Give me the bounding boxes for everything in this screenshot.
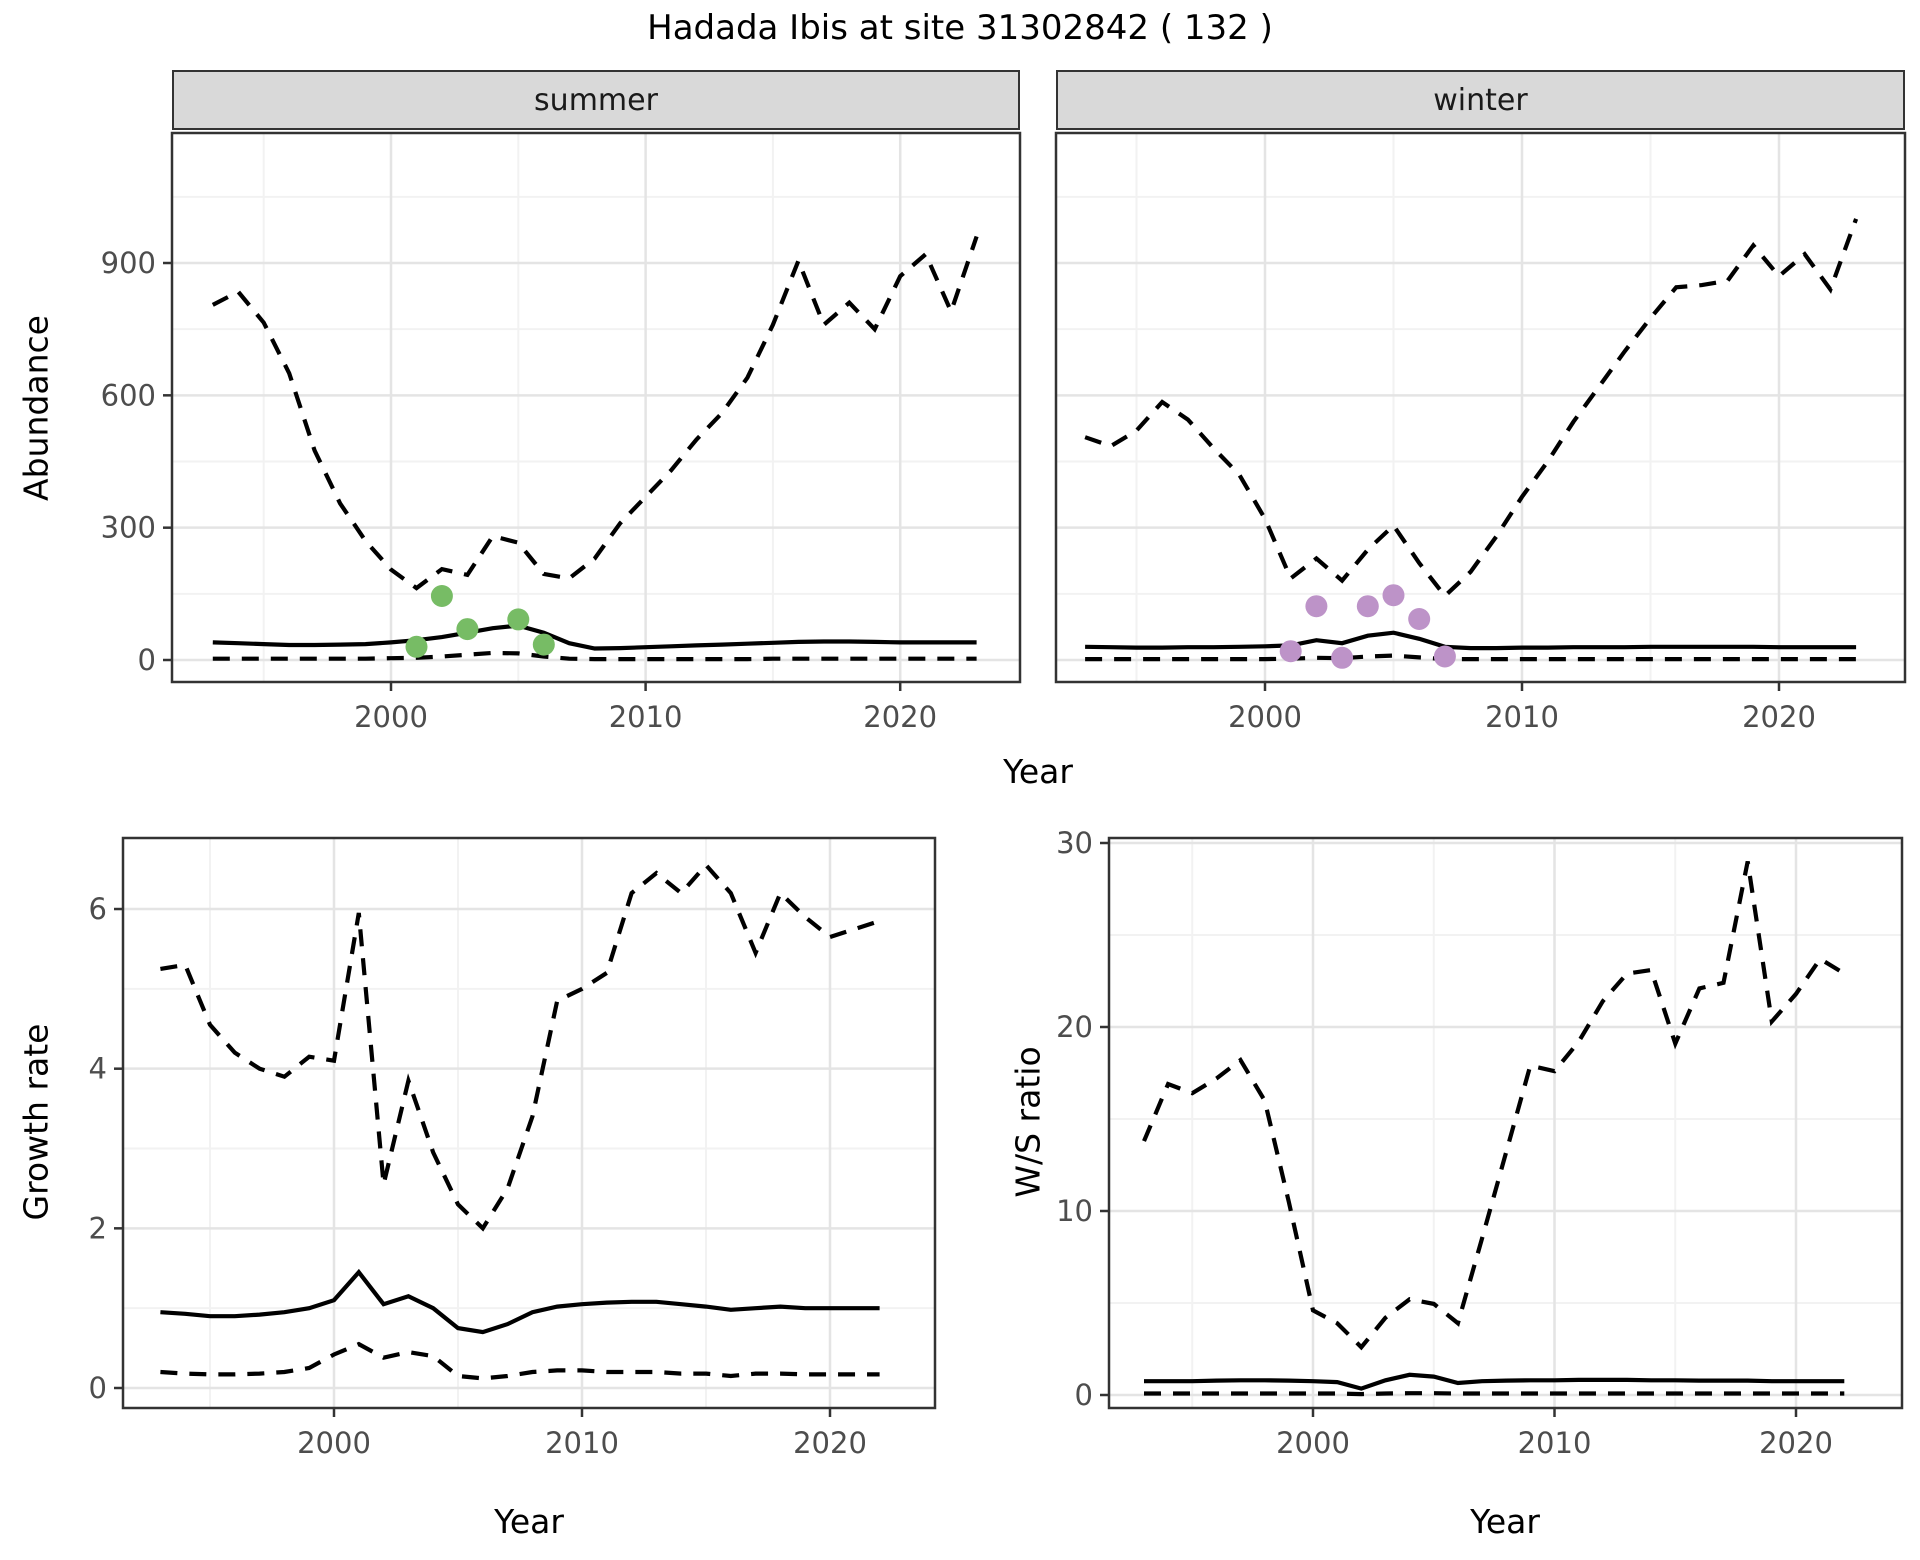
growth-rate-axis-title: Growth rate — [16, 1023, 56, 1221]
observed-summer-counts-point — [405, 635, 428, 658]
observed-winter-counts-point — [1305, 595, 1328, 618]
x-tick-label: 2010 — [1485, 700, 1559, 734]
panel-border — [1107, 836, 1904, 1410]
x-tick-label: 2000 — [354, 700, 428, 734]
panel-growth_rate: 2000 2010 2020 0 2 4 6 — [89, 836, 937, 1460]
y-tick-label: 300 — [101, 511, 156, 545]
series-upper_quantile — [1084, 218, 1859, 600]
x-tick-label: 2000 — [297, 1426, 371, 1460]
x-tick-label: 2000 — [1276, 1426, 1350, 1460]
series-lower_quantile — [212, 650, 977, 662]
series-lower_quantile — [160, 1341, 880, 1381]
y-tick-label: 10 — [1056, 1194, 1093, 1228]
panel-abundance_summer: 2000 2010 2020 0 300 600 900 — [101, 131, 1022, 734]
facet-strip-summer: summer — [172, 70, 1020, 130]
y-tick-label: 4 — [89, 1052, 107, 1086]
y-tick-label: 600 — [101, 378, 156, 412]
y-tick-label: 20 — [1056, 1010, 1093, 1044]
y-tick-label: 0 — [138, 643, 156, 677]
y-tick-label: 900 — [101, 246, 156, 280]
observed-winter-counts-point — [1382, 584, 1405, 607]
y-tick-label: 0 — [89, 1371, 107, 1405]
facet-strip-winter: winter — [1056, 70, 1905, 130]
panel-background — [172, 133, 1020, 682]
observed-summer-counts-point — [532, 633, 555, 656]
y-tick-label: 0 — [1075, 1378, 1093, 1412]
observed-winter-counts-point — [1331, 646, 1354, 669]
panel-abundance_winter: 2000 2010 2020 — [1054, 131, 1907, 734]
x-tick-label: 2020 — [1759, 1426, 1833, 1460]
series-median — [1085, 630, 1857, 651]
observed-summer-counts-point — [456, 618, 479, 641]
facet-strip-label-summer: summer — [534, 82, 658, 118]
observed-winter-counts-point — [1433, 645, 1456, 668]
series-upper_quantile — [1142, 860, 1846, 1351]
x-tick-label: 2000 — [1228, 700, 1302, 734]
x-tick-label: 2020 — [793, 1426, 867, 1460]
series-median — [1144, 1372, 1845, 1391]
facet-strip-label-winter: winter — [1433, 82, 1528, 118]
panel-background — [1109, 838, 1902, 1408]
series-median — [212, 623, 977, 651]
observed-winter-counts-point — [1279, 640, 1302, 663]
panel-ws_ratio: 2000 2010 2020 0 10 20 30 — [1056, 826, 1904, 1460]
year-axis-title-ws: Year — [1470, 1502, 1540, 1541]
y-tick-label: 30 — [1056, 826, 1093, 860]
x-tick-label: 2020 — [863, 700, 937, 734]
x-tick-label: 2010 — [545, 1426, 619, 1460]
observed-winter-counts-point — [1356, 595, 1379, 618]
y-tick-label: 6 — [89, 892, 107, 926]
panel-background — [1056, 133, 1905, 682]
abundance-axis-title: Abundance — [16, 315, 56, 501]
observed-summer-counts-point — [507, 608, 530, 631]
plot-title: Hadada Ibis at site 31302842 ( 132 ) — [647, 8, 1273, 48]
series-upper_quantile — [160, 861, 881, 1232]
observed-winter-counts-point — [1408, 608, 1431, 630]
observed-summer-counts-point — [430, 585, 453, 607]
series-upper_quantile — [211, 235, 979, 591]
series-lower_quantile — [1085, 653, 1857, 662]
x-tick-label: 2020 — [1742, 700, 1816, 734]
series-lower_quantile — [1144, 1391, 1845, 1397]
year-axis-title-growth: Year — [494, 1502, 564, 1541]
y-tick-label: 2 — [89, 1211, 107, 1245]
panel-border — [121, 836, 937, 1410]
panel-border — [1054, 131, 1907, 684]
series-median — [160, 1268, 880, 1335]
panel-border — [170, 131, 1022, 684]
x-tick-label: 2010 — [1518, 1426, 1592, 1460]
x-tick-label: 2010 — [609, 700, 683, 734]
ws-ratio-axis-title: W/S ratio — [1008, 1046, 1048, 1198]
year-axis-title-top: Year — [1003, 752, 1073, 791]
